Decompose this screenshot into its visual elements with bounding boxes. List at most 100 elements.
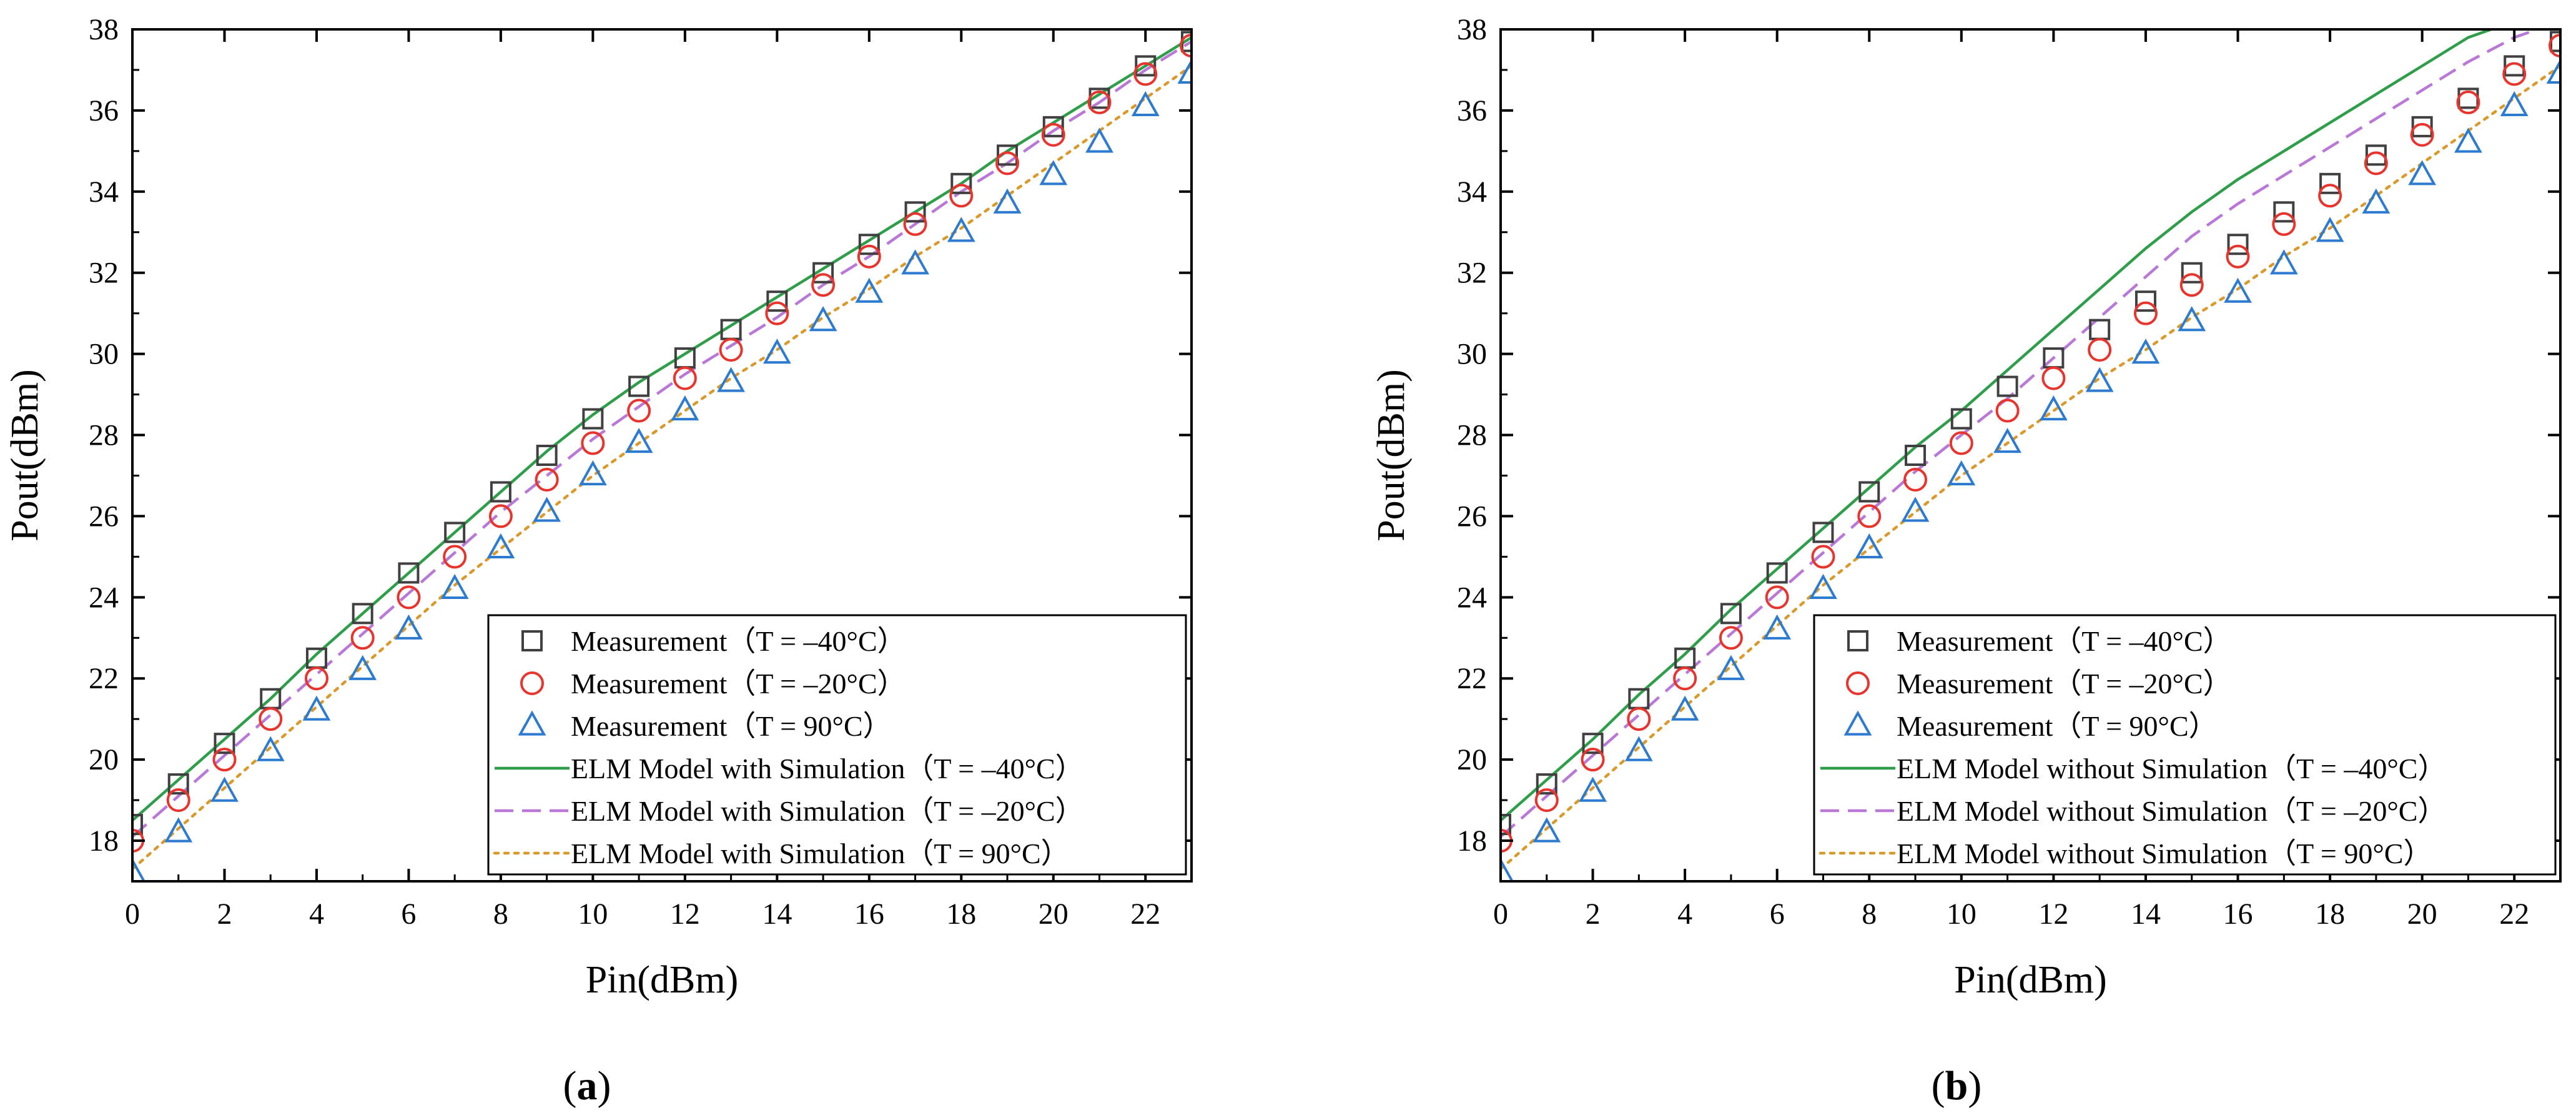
axes-frame	[1499, 28, 2562, 883]
data-point-triangle	[1039, 160, 1068, 186]
y-tick-label: 34	[89, 176, 119, 209]
data-point-square	[766, 290, 788, 312]
data-point-triangle	[1763, 614, 1792, 640]
series-line-5	[132, 64, 1192, 871]
series-line-3	[1501, 29, 2492, 822]
x-tick-label: 18	[946, 898, 976, 931]
data-point-triangle	[2454, 127, 2482, 153]
y-tick-label: 20	[1457, 743, 1487, 776]
data-point-circle	[2133, 301, 2158, 325]
data-point-square	[1905, 445, 1927, 466]
legend-marker-triangle	[518, 710, 546, 736]
data-point-triangle	[132, 858, 146, 881]
x-tick-label: 12	[670, 898, 700, 931]
y-tick-label: 24	[1457, 581, 1487, 614]
data-point-circle	[1133, 62, 1158, 86]
legend-label: ELM Model without Simulation（T = 90°C）	[1897, 838, 2432, 869]
legend-marker-circle	[1846, 671, 1870, 695]
y-tick-label: 26	[1457, 500, 1487, 533]
data-point-circle	[1719, 626, 1743, 650]
y-tick-label: 20	[89, 743, 119, 776]
data-point-triangle	[302, 695, 331, 721]
y-tick-label: 32	[89, 257, 119, 290]
data-point-square	[997, 144, 1019, 166]
legend-label: ELM Model with Simulation（T = 90°C）	[571, 838, 1070, 869]
data-point-triangle	[1947, 460, 1976, 486]
data-point-square	[2273, 201, 2295, 223]
legend-label: ELM Model with Simulation（T = –20°C）	[571, 795, 1084, 827]
x-tick-label: 12	[2038, 898, 2068, 931]
data-point-triangle	[1177, 58, 1192, 84]
x-tick-label: 0	[125, 898, 140, 931]
series-line-5	[1501, 64, 2560, 871]
data-point-circle	[2226, 244, 2250, 269]
data-point-square	[1135, 55, 1157, 77]
data-point-square	[1766, 562, 1788, 584]
data-point-circle	[1857, 504, 1882, 528]
data-point-square	[352, 603, 373, 625]
data-point-triangle	[624, 428, 653, 453]
data-point-circle	[488, 504, 513, 528]
x-tick-label: 14	[2131, 898, 2161, 931]
data-point-circle	[1765, 585, 1789, 610]
x-tick-label: 8	[493, 898, 508, 931]
data-point-square	[444, 522, 466, 543]
data-point-circle	[2549, 33, 2560, 57]
data-point-triangle	[2224, 277, 2252, 303]
y-tick-label: 18	[1457, 824, 1487, 858]
x-tick-label: 4	[1677, 898, 1692, 931]
legend-label: Measurement（T = –20°C）	[1897, 668, 2232, 700]
legend-box	[487, 614, 1187, 876]
data-point-square	[2411, 116, 2433, 137]
legend: Measurement（T = –40°C） Measurement（T = –2…	[487, 614, 1187, 876]
data-point-triangle	[671, 395, 699, 421]
data-point-square	[582, 408, 604, 430]
x-tick-label: 2	[1586, 898, 1601, 931]
data-point-circle	[2179, 273, 2204, 297]
x-tick-label: 22	[1130, 898, 1160, 931]
data-point-square	[950, 172, 972, 194]
data-point-square	[2319, 172, 2341, 194]
data-point-square	[305, 647, 327, 669]
x-tick-label: 22	[2499, 898, 2529, 931]
data-point-circle	[1673, 666, 1697, 691]
panel-label-open: (	[1932, 1063, 1945, 1109]
data-point-circle	[673, 366, 697, 390]
y-tick-label: 30	[89, 338, 119, 371]
data-point-triangle	[2269, 249, 2298, 275]
x-tick-label: 20	[1039, 898, 1068, 931]
data-point-square	[858, 234, 880, 255]
data-point-square	[1536, 773, 1557, 795]
legend-label: ELM Model without Simulation（T = –20°C）	[1897, 795, 2446, 827]
x-tick-label: 6	[401, 898, 416, 931]
data-point-triangle	[256, 736, 285, 761]
data-point-triangle	[1501, 858, 1514, 881]
data-point-circle	[949, 184, 974, 208]
data-point-triangle	[210, 776, 239, 802]
data-point-circle	[719, 338, 743, 362]
data-point-triangle	[486, 533, 515, 558]
x-tick-label: 16	[2223, 898, 2253, 931]
series-line-4	[1501, 29, 2538, 838]
x-tick-label: 10	[578, 898, 608, 931]
x-tick-label: 6	[1770, 898, 1785, 931]
legend-box	[1813, 614, 2557, 876]
y-tick-label: 38	[1457, 13, 1487, 46]
x-tick-label: 20	[2407, 898, 2437, 931]
panel-letter: a	[577, 1063, 598, 1109]
data-point-circle	[2041, 366, 2066, 390]
data-point-triangle	[809, 306, 837, 332]
legend-marker-square	[1847, 630, 1868, 651]
y-tick-label: 30	[1457, 338, 1487, 371]
legend-label: Measurement（T = 90°C）	[571, 710, 892, 742]
x-tick-label: 10	[1947, 898, 1976, 931]
data-point-square	[1720, 603, 1742, 625]
plot-area	[132, 31, 1192, 881]
data-point-circle	[1581, 748, 1605, 772]
data-point-square	[1501, 814, 1511, 836]
data-point-circle	[1949, 431, 1973, 455]
panel-label-open: (	[563, 1063, 577, 1109]
data-point-circle	[166, 788, 190, 813]
data-point-square	[398, 562, 420, 584]
plot-area	[1501, 29, 2560, 881]
